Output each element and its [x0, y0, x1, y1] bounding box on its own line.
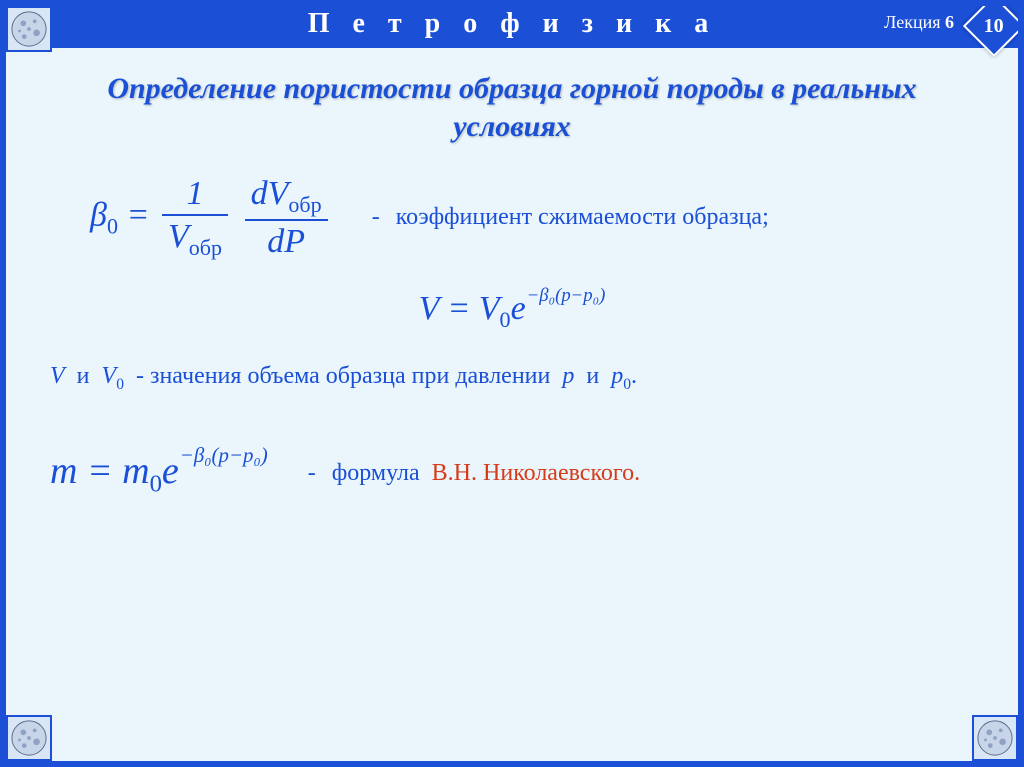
slide-title: Определение пористости образца горной по…: [60, 70, 964, 145]
formula-m-exp: m = m0e−β₀(p−p₀): [50, 449, 268, 499]
rock-icon: [976, 719, 1014, 757]
rock-icon-bottom-left: [6, 715, 52, 761]
formula-v-exp: V = V0e−β₀(p−p₀): [419, 290, 606, 333]
formula-beta0: β0 = 1 Vобр dVобр dP: [90, 175, 332, 260]
frac2-bot: dP: [245, 221, 328, 260]
lecture-number: 6: [945, 12, 954, 32]
lecture-word: Лекция: [884, 12, 940, 32]
slide-number: 10: [984, 15, 1004, 38]
frac1-top: 1: [162, 175, 228, 216]
formula3-description: - формула В.Н. Николаевского.: [298, 460, 640, 487]
frac-dv-dp: dVобр dP: [245, 175, 328, 260]
formula1-description: - коэффициент сжимаемости образца;: [362, 204, 769, 231]
beta-sub: 0: [107, 213, 118, 238]
lecture-label: Лекция 6: [884, 12, 954, 33]
rock-icon: [10, 719, 48, 757]
formula-row-1: β0 = 1 Vобр dVобр dP - коэффициент сжима…: [50, 175, 974, 260]
formula-row-3: m = m0e−β₀(p−p₀) - формула В.Н. Николаев…: [50, 449, 974, 499]
variable-explanation: V и V0 - значения объема образца при дав…: [50, 363, 974, 394]
beta-symbol: β: [90, 197, 107, 234]
rock-icon-bottom-right: [972, 715, 1018, 761]
header-bar: П е т р о ф и з и к а Лекция 6: [0, 0, 1024, 48]
frac-1-over-v: 1 Vобр: [162, 175, 228, 260]
frac1-bot: Vобр: [162, 216, 228, 260]
rock-icon: [10, 10, 48, 48]
formula-row-2: V = V0e−β₀(p−p₀): [50, 290, 974, 333]
author-name: В.Н. Николаевского.: [432, 460, 640, 486]
course-title: П е т р о ф и з и к а: [308, 8, 717, 40]
frac2-top: dVобр: [245, 175, 328, 221]
rock-icon-top-left: [6, 6, 52, 52]
slide-content: β0 = 1 Vобр dVобр dP - коэффициент сжима…: [0, 175, 1024, 499]
